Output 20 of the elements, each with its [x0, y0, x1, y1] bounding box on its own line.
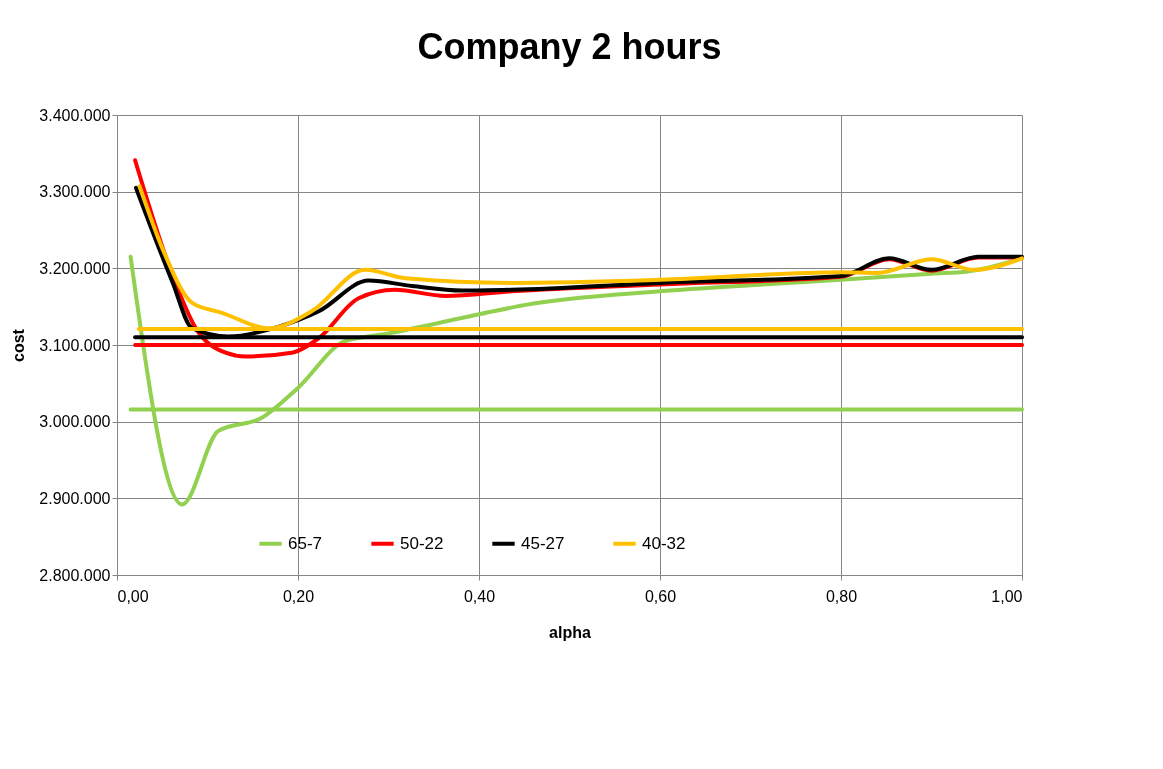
x-tick-label: 0,20: [282, 587, 315, 605]
y-tick-label: 3.300.000: [39, 183, 111, 201]
chart-title: Company 2 hours: [417, 26, 722, 67]
x-tick-label: 0,60: [644, 587, 677, 605]
y-tick-label: 3.100.000: [39, 336, 111, 354]
legend-label: 40-32: [642, 533, 686, 553]
y-tick-label: 3.400.000: [39, 106, 111, 124]
x-tick-label: 1,00: [991, 587, 1023, 605]
y-tick-label: 2.900.000: [39, 489, 111, 507]
y-tick-label: 2.800.000: [39, 566, 111, 584]
x-tick-label: 0,00: [117, 587, 149, 605]
y-tick-label: 3.200.000: [39, 259, 111, 277]
y-tick-label: 3.000.000: [39, 413, 111, 431]
x-tick-label: 0,80: [825, 587, 858, 605]
x-tick-label: 0,40: [463, 587, 496, 605]
legend-label: 45-27: [521, 533, 565, 553]
legend-label: 65-7: [288, 533, 323, 553]
legend-label: 50-22: [400, 533, 444, 553]
y-axis-title: cost: [10, 328, 28, 362]
x-axis-title: alpha: [549, 623, 591, 641]
